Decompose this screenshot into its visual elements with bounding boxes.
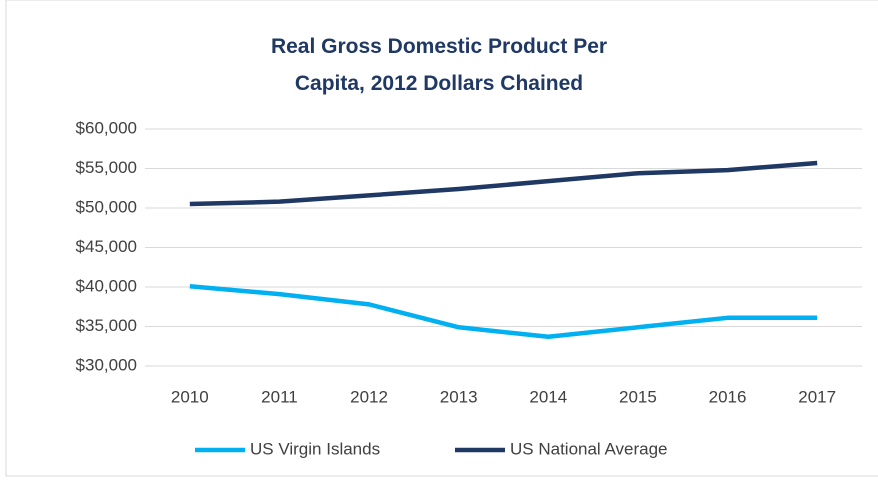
x-tick-label: 2016	[709, 387, 747, 406]
y-tick-label: $55,000	[76, 158, 137, 177]
chart-frame	[5, 0, 878, 477]
chart-title-box: Real Gross Domestic Product Per Capita, …	[189, 28, 689, 102]
x-tick-label: 2017	[798, 387, 836, 406]
y-tick-label: $45,000	[76, 237, 137, 256]
x-tick-label: 2010	[171, 387, 209, 406]
y-tick-label: $35,000	[76, 316, 137, 335]
y-tick-label: $60,000	[76, 118, 137, 137]
x-tick-label: 2015	[619, 387, 657, 406]
x-tick-label: 2011	[261, 387, 298, 406]
x-tick-label: 2013	[440, 387, 478, 406]
y-tick-label: $50,000	[76, 197, 137, 216]
x-tick-label: 2012	[350, 387, 388, 406]
legend-label: US Virgin Islands	[250, 439, 380, 458]
y-tick-label: $40,000	[76, 276, 137, 295]
chart-title: Real Gross Domestic Product Per Capita, …	[270, 35, 608, 95]
data-line	[189, 160, 818, 207]
y-tick-label: $30,000	[76, 355, 137, 374]
x-tick-label: 2014	[529, 387, 567, 406]
legend-label: US National Average	[510, 439, 668, 458]
data-line	[189, 283, 818, 340]
